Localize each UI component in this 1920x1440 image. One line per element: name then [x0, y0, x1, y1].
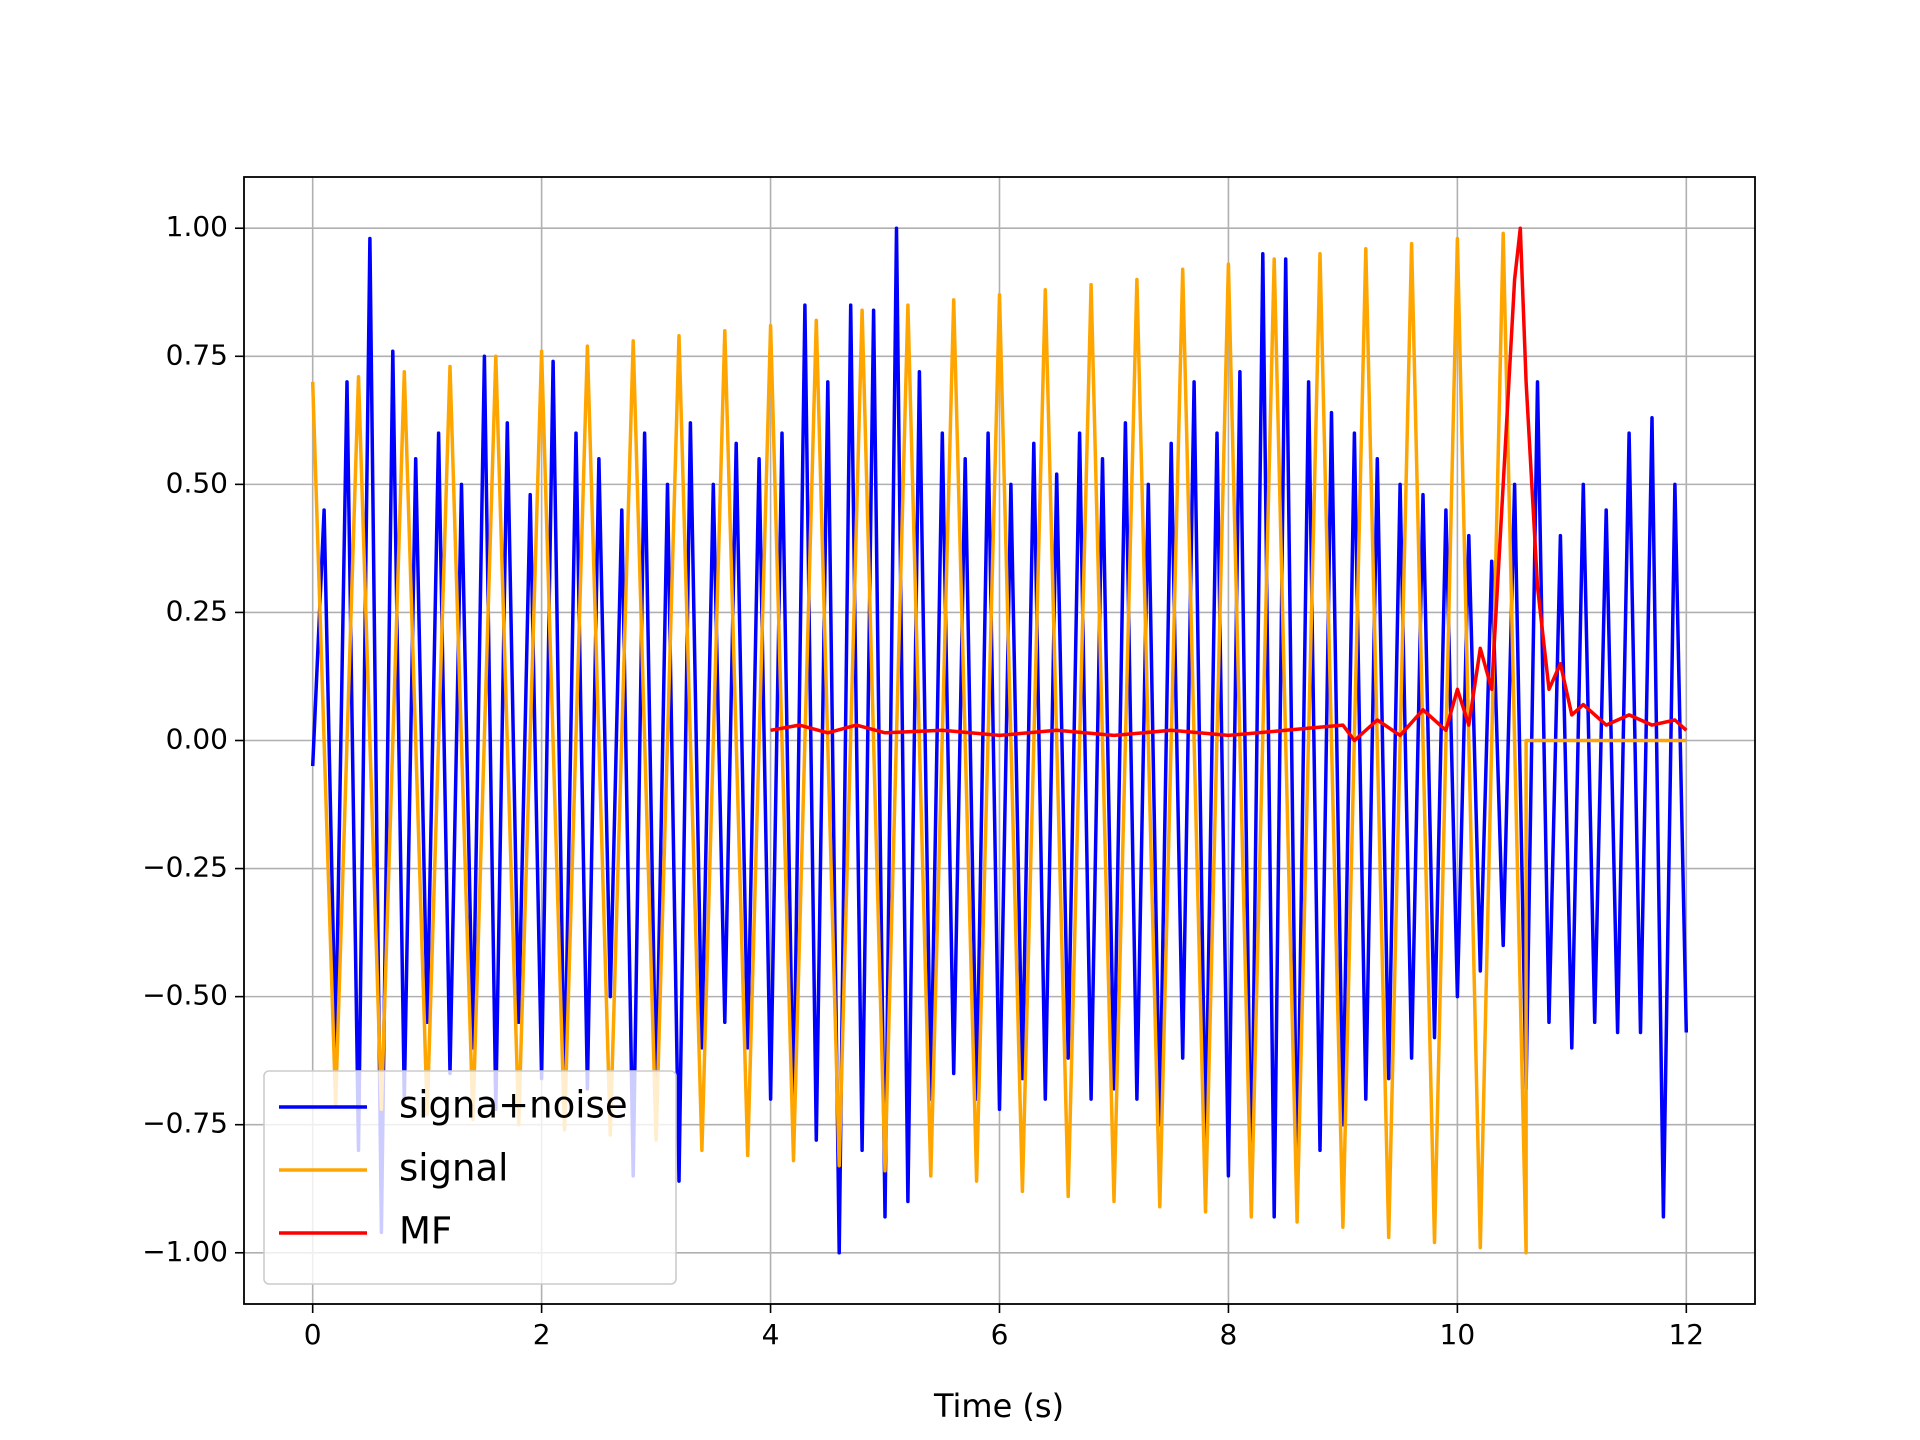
legend-label: MF: [399, 1210, 452, 1253]
y-tick-label: 0.50: [166, 466, 228, 499]
x-tick-label: 0: [304, 1318, 322, 1351]
legend-label: signa+noise: [399, 1084, 628, 1127]
series-line: [770, 226, 1688, 743]
y-tick-label: 1.00: [166, 210, 228, 243]
x-tick-label: 2: [533, 1318, 551, 1351]
legend-label: signal: [399, 1147, 508, 1190]
y-tick-label: −0.50: [142, 979, 228, 1012]
x-tick-label: 6: [991, 1318, 1009, 1351]
y-tick-label: 0.00: [166, 723, 228, 756]
y-tick-label: −0.25: [142, 851, 228, 884]
legend-box: [263, 1070, 677, 1285]
x-tick-label: 8: [1220, 1318, 1238, 1351]
x-tick-label: 10: [1440, 1318, 1476, 1351]
x-tick-label: 12: [1668, 1318, 1704, 1351]
y-tick-label: 0.25: [166, 594, 228, 627]
y-tick-label: 0.75: [166, 338, 228, 371]
series-line: [310, 231, 1687, 1255]
x-axis-label: Time (s): [933, 1387, 1064, 1425]
y-tick-label: −1.00: [142, 1235, 228, 1268]
x-tick-label: 4: [762, 1318, 780, 1351]
y-tick-label: −0.75: [142, 1107, 228, 1140]
plot-frame: [243, 176, 1756, 1305]
